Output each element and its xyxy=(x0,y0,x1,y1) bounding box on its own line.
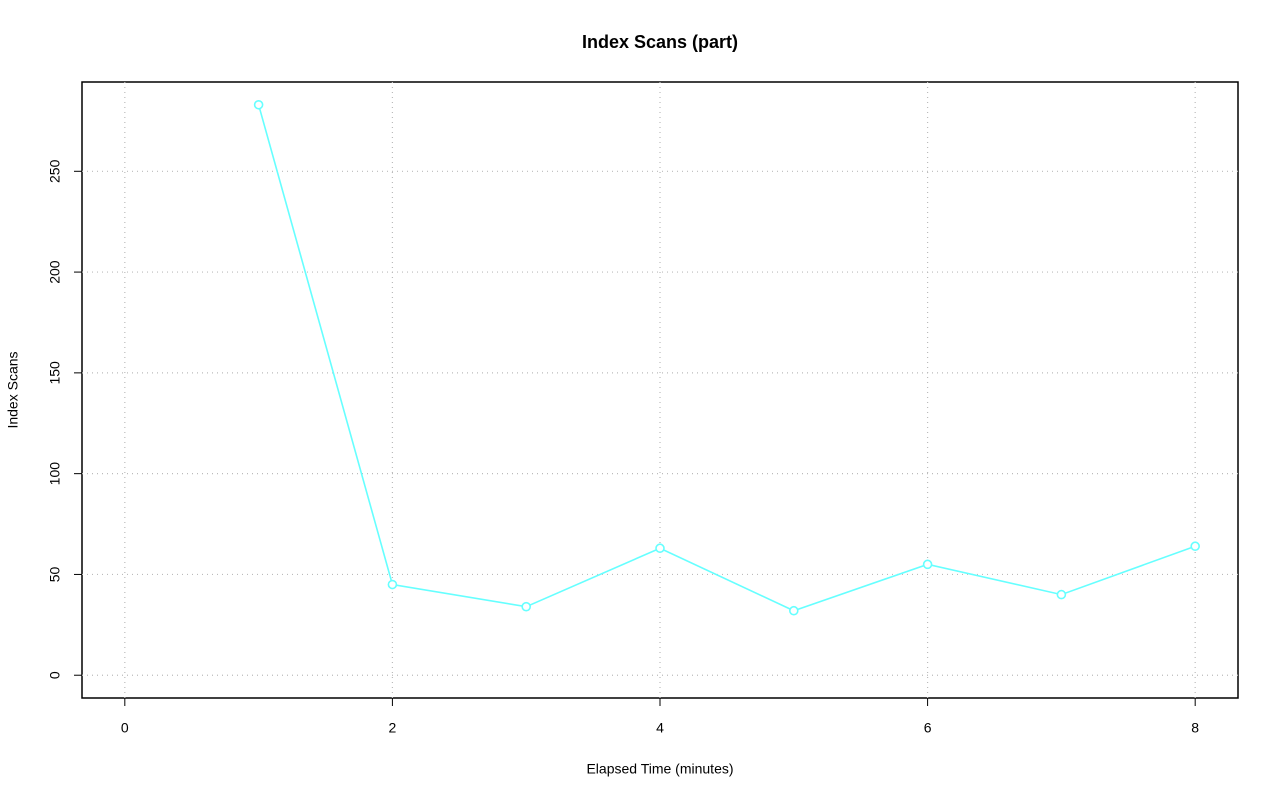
chart-title: Index Scans (part) xyxy=(582,32,738,52)
line xyxy=(257,104,1196,612)
point xyxy=(521,601,532,612)
point xyxy=(922,559,933,570)
x-axis-label: Elapsed Time (minutes) xyxy=(586,761,733,777)
point xyxy=(253,99,264,110)
y-tick-label: 200 xyxy=(47,260,63,284)
y-tick-label: 50 xyxy=(47,566,63,582)
point xyxy=(1190,541,1200,552)
y-tick-label: 150 xyxy=(47,361,63,385)
y-tick-label: 0 xyxy=(47,671,63,679)
x-tick-label: 4 xyxy=(656,720,664,736)
x-tick-label: 8 xyxy=(1191,720,1199,736)
point xyxy=(788,605,799,616)
x-tick-label: 2 xyxy=(389,720,397,736)
y-tick-label: 250 xyxy=(47,159,63,183)
x-tick-label: 0 xyxy=(121,720,129,736)
point xyxy=(387,579,398,590)
y-axis-label: Index Scans xyxy=(5,351,21,428)
x-tick-label: 6 xyxy=(924,720,932,736)
plot-frame xyxy=(81,81,1239,699)
point xyxy=(655,543,665,554)
y-tick-label: 100 xyxy=(47,462,63,486)
point xyxy=(1056,589,1067,600)
